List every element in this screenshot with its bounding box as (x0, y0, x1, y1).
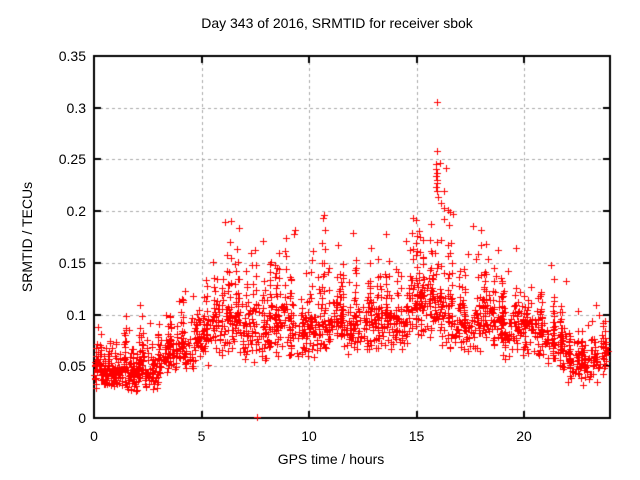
x-tick-label: 20 (516, 428, 532, 444)
y-tick-label: 0 (78, 410, 86, 426)
y-tick-label: 0.15 (58, 254, 86, 271)
y-tick-label: 0.35 (58, 48, 86, 64)
x-tick-label: 5 (197, 428, 206, 444)
y-tick-label: 0.3 (66, 99, 86, 116)
y-tick-label: 0.1 (66, 306, 86, 323)
chart-title: Day 343 of 2016, SRMTID for receiver sbo… (201, 15, 473, 31)
x-tick-label: 15 (408, 428, 425, 444)
x-tick-label: 10 (301, 428, 317, 444)
y-tick-label: 0.05 (58, 358, 86, 375)
y-axis-label: SRMTID / TECUs (19, 181, 35, 293)
y-tick-label: 0.25 (58, 151, 86, 168)
x-axis-label: GPS time / hours (277, 451, 385, 467)
y-tick-label: 0.2 (66, 203, 86, 220)
x-tick-label: 0 (90, 428, 98, 444)
